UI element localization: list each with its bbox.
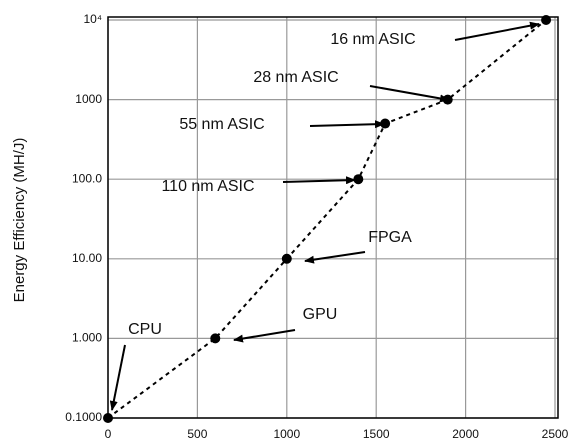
x-tick-label: 2000 (452, 427, 479, 441)
annotation-arrow (109, 344, 126, 411)
annotation-arrow (454, 21, 540, 41)
x-tick-label: 1000 (273, 427, 300, 441)
annotation-arrow (369, 85, 450, 103)
y-axis-label: Energy Efficiency (MH/J) (11, 138, 28, 303)
annotation: CPU (128, 321, 162, 338)
plot-frame (107, 16, 559, 419)
x-tick-label: 0 (105, 427, 112, 441)
y-tick-label: 10.00 (72, 251, 102, 265)
y-tick-label: 10⁴ (83, 12, 102, 26)
annotation: 16 nm ASIC (330, 31, 415, 48)
annotation: GPU (303, 306, 338, 323)
x-tick-label: 1500 (363, 427, 390, 441)
annotation: 55 nm ASIC (179, 116, 264, 133)
x-tick-label: 2500 (542, 427, 569, 441)
annotation-arrow (304, 251, 366, 264)
y-tick-label: 1.000 (72, 331, 102, 345)
data-point (281, 253, 292, 264)
annotation-arrow (282, 176, 356, 185)
annotation: FPGA (368, 229, 412, 246)
data-point (210, 333, 221, 344)
data-point (541, 15, 552, 25)
y-tick-label: 0.1000 (65, 410, 102, 424)
data-point (103, 413, 113, 423)
annotation-arrow (233, 329, 296, 343)
x-tick-label: 500 (187, 427, 207, 441)
annotation: 110 nm ASIC (161, 178, 254, 195)
annotation: 28 nm ASIC (253, 69, 338, 86)
y-tick-label: 1000 (75, 92, 102, 106)
annotation-arrow (309, 120, 385, 129)
y-tick-label: 100.0 (72, 171, 102, 185)
